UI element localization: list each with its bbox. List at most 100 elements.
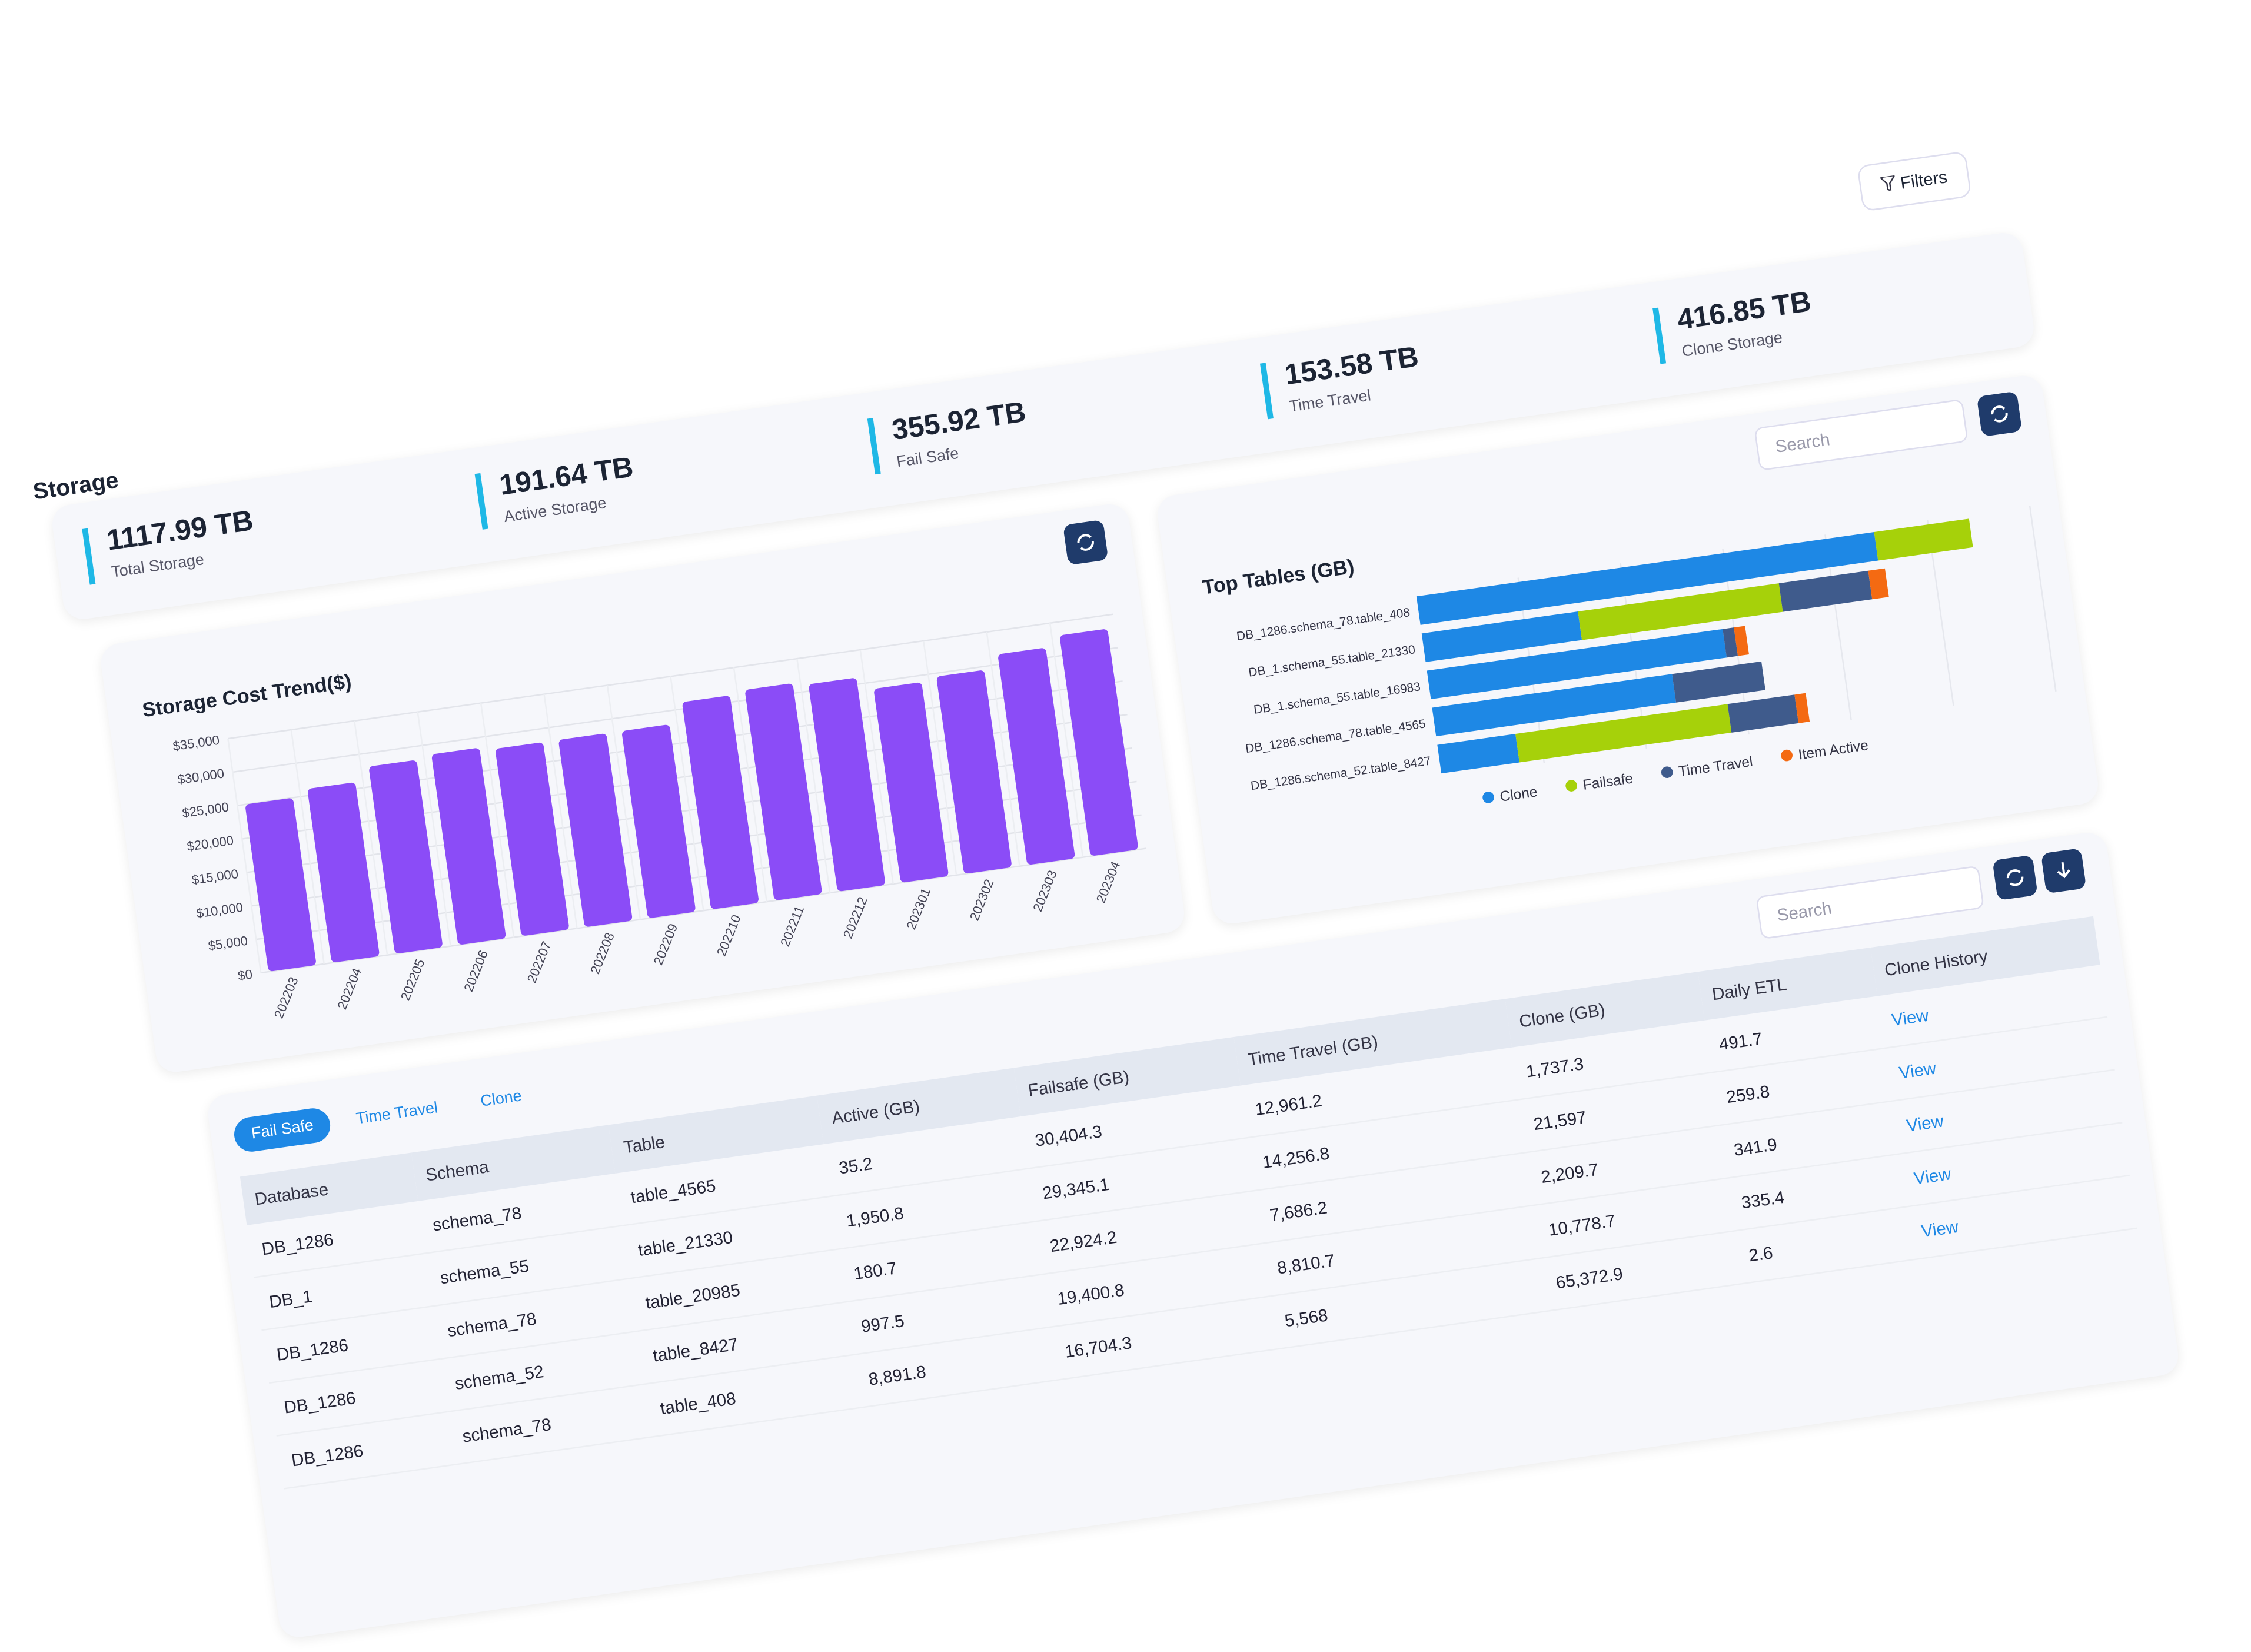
bar <box>308 782 380 963</box>
bar-segment <box>1778 570 1873 612</box>
bar-segment <box>1794 693 1810 723</box>
y-tick-label: DB_1.schema_55.table_16983 <box>1253 680 1421 717</box>
y-tick-label: $20,000 <box>186 833 234 854</box>
kpi: 191.64 TB Active Storage <box>474 451 639 530</box>
y-tick-label: DB_1286.schema_78.table_408 <box>1236 606 1411 643</box>
grid-line <box>859 649 894 885</box>
kpi: 416.85 TB Clone Storage <box>1652 286 1817 364</box>
bar <box>874 682 949 883</box>
y-tick-label: DB_1286.schema_52.table_8427 <box>1250 754 1432 793</box>
y-tick-label: DB_1286.schema_78.table_4565 <box>1245 717 1427 756</box>
refresh-icon <box>2006 869 2024 886</box>
grid-line <box>796 658 831 893</box>
legend-label: Time Travel <box>1678 754 1754 780</box>
bar-segment <box>1515 704 1732 763</box>
x-tick-label: 202302 <box>967 877 997 923</box>
bar-segment <box>1727 694 1799 733</box>
legend-swatch <box>1781 749 1793 762</box>
bar <box>558 733 633 927</box>
search-input[interactable]: Search <box>1755 865 1984 940</box>
legend-swatch <box>1482 792 1494 803</box>
x-tick-label: 202204 <box>334 966 364 1012</box>
grid-line <box>2029 506 2057 692</box>
x-tick-label: 202203 <box>271 975 301 1021</box>
tab[interactable]: Time Travel <box>355 1099 439 1128</box>
bar <box>1060 629 1138 856</box>
page: Storage Filters 1117.99 TB Total Storage 1… <box>31 151 2137 1489</box>
legend-label: Item Active <box>1797 737 1869 763</box>
bar-segment <box>1427 629 1727 699</box>
grid-line <box>1049 623 1084 857</box>
bar-segment <box>1578 583 1783 640</box>
grid-line <box>290 729 325 965</box>
filters-label: Filters <box>1898 167 1949 194</box>
grid-line <box>733 667 768 902</box>
bar-segment <box>1734 626 1749 656</box>
refresh-button[interactable] <box>1992 855 2038 901</box>
refresh-icon <box>1077 534 1094 551</box>
legend-swatch <box>1661 766 1673 778</box>
x-tick-label: 202301 <box>903 886 933 932</box>
stacked-bar-chart: DB_1286.schema_78.table_408DB_1.schema_5… <box>1236 506 2057 805</box>
bar-segment <box>1416 532 1878 625</box>
bar-chart: $0 $5,000 $10,000 $15,000 $20,000 $25,000 $30,… <box>172 613 1146 1021</box>
bar-segment <box>1723 627 1738 658</box>
y-tick-label: $15,000 <box>191 866 239 888</box>
x-tick-label: 202208 <box>587 930 617 976</box>
grid-line <box>923 640 957 876</box>
x-tick-label: 202205 <box>398 957 428 1003</box>
download-icon <box>2057 862 2070 879</box>
kpi: 153.58 TB Time Travel <box>1259 341 1424 420</box>
bar-segment <box>1868 568 1889 600</box>
bar-segment <box>1432 674 1677 737</box>
bar-segment <box>1421 611 1582 662</box>
bar <box>998 648 1075 865</box>
bar <box>809 678 885 892</box>
kpi: 1117.99 TB Total Storage <box>82 505 259 585</box>
grid-line <box>543 694 578 929</box>
grid-line <box>606 685 641 920</box>
filter-icon <box>1878 174 1896 192</box>
cost-chart-card: Storage Cost Trend($) $0 $5,000 $10,000 $15… <box>98 501 1187 1075</box>
x-tick-label: 202303 <box>1030 868 1060 914</box>
y-tick-label: $5,000 <box>207 933 248 953</box>
grid-line <box>417 712 451 946</box>
kpi: 355.92 TB Fail Safe <box>867 397 1032 475</box>
tab[interactable]: Fail Safe <box>232 1106 333 1154</box>
refresh-icon <box>1991 405 2008 423</box>
x-tick-label: 202207 <box>524 939 554 985</box>
bar-segment <box>1672 661 1765 703</box>
bar <box>936 670 1012 874</box>
search-input[interactable]: Search <box>1754 398 1969 471</box>
bar <box>496 742 569 936</box>
legend-swatch <box>1565 780 1577 792</box>
filters-button[interactable]: Filters <box>1857 151 1972 212</box>
table-card: Search Fail SafeTime TravelClone Databas… <box>205 830 2181 1640</box>
x-tick-label: 202210 <box>714 913 744 959</box>
y-tick-label: DB_1.schema_55.table_21330 <box>1248 643 1416 680</box>
grid-line <box>227 738 262 973</box>
top-tables-card: Top Tables (GB) Search DB_1286.schema_78… <box>1155 373 2101 926</box>
download-button[interactable] <box>2040 848 2087 894</box>
x-tick-label: 202211 <box>777 903 807 948</box>
grid-line <box>670 676 704 911</box>
x-tick-label: 202212 <box>840 895 870 940</box>
bar <box>745 683 822 900</box>
y-tick-label: $35,000 <box>172 733 220 754</box>
grid-line <box>354 720 388 955</box>
y-tick-label: $10,000 <box>195 900 244 921</box>
legend-label: Failsafe <box>1582 770 1634 793</box>
refresh-button[interactable] <box>1062 519 1109 566</box>
x-tick-label: 202206 <box>461 948 491 994</box>
bar <box>245 798 316 972</box>
y-tick-label: $25,000 <box>181 799 230 820</box>
bar <box>682 696 759 909</box>
y-tick-label: $30,000 <box>177 766 225 787</box>
refresh-button[interactable] <box>1976 391 2023 437</box>
grid-line <box>480 703 515 938</box>
tab[interactable]: Clone <box>479 1088 523 1111</box>
bar <box>431 748 506 945</box>
bar <box>369 760 443 953</box>
bar-segment <box>1437 733 1519 774</box>
bar-segment <box>1874 518 1973 561</box>
